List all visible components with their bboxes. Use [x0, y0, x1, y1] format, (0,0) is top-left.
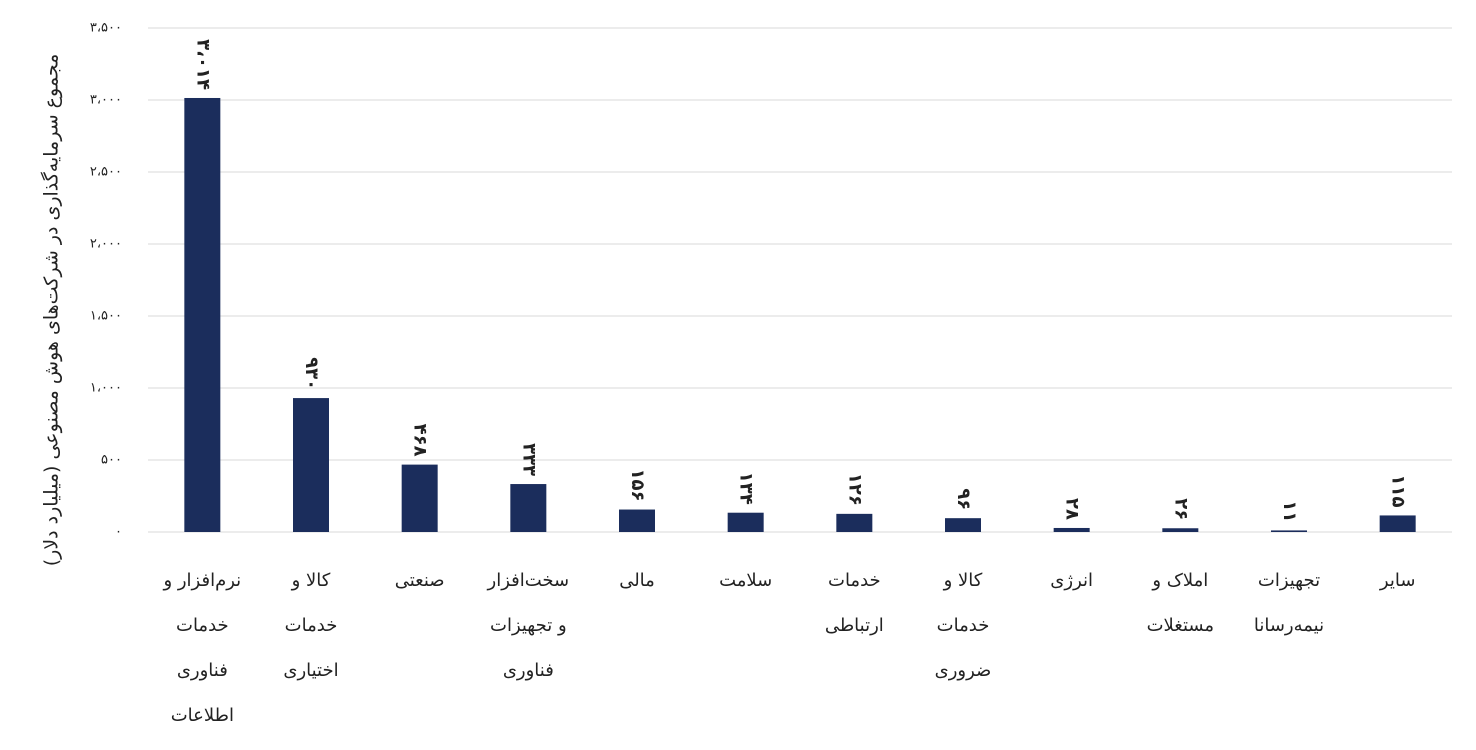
x-tick-label: سلامت — [719, 570, 773, 591]
x-tick-label: سخت‌افزار و تجهیزات فناوری — [487, 570, 570, 681]
y-axis-label: مجموع سرمایه‌گذاری در شرکت‌های هوش مصنوع… — [40, 54, 63, 567]
bar — [184, 97, 221, 532]
bar — [401, 464, 438, 532]
data-label: ۹۶ — [953, 488, 974, 510]
bar — [836, 513, 873, 532]
x-tick-label: صنعتی — [394, 570, 445, 591]
y-tick-label: ۰ — [115, 525, 122, 540]
data-label: ۱۱۵ — [1388, 474, 1409, 507]
x-tick-label: سایر — [1379, 570, 1416, 591]
x-tick-label: خدمات ارتباطی — [824, 570, 884, 636]
bar — [619, 509, 655, 532]
data-label: ۲۶ — [1170, 498, 1191, 520]
data-label: ۱۵۶ — [627, 469, 648, 502]
data-label: ۳۳۳ — [518, 443, 539, 476]
x-tick-label: کالا و خدمات اختیاری — [283, 570, 339, 681]
x-tick-label: نرم‌افزار و خدمات فناوری اطلاعات — [163, 570, 242, 726]
bar — [293, 398, 329, 532]
x-tick-label: تجهیزات نیمه‌رسانا — [1253, 570, 1325, 636]
bar — [510, 484, 547, 532]
x-tick-label: مالی — [619, 570, 655, 591]
y-tick-label: ۳،۵۰۰ — [90, 21, 122, 36]
data-label: ۱۳۴ — [736, 472, 757, 505]
y-tick-label: ۲،۵۰۰ — [90, 165, 122, 180]
data-label: ۹۳۰ — [301, 357, 322, 390]
data-label: ۱۲۶ — [844, 473, 865, 506]
bar — [727, 512, 764, 532]
data-label: ۳،۰۱۴ — [192, 39, 213, 90]
bar — [1379, 515, 1416, 532]
y-tick-label: ۱،۵۰۰ — [90, 309, 122, 324]
y-tick-label: ۵۰۰ — [101, 453, 122, 468]
x-tick-label: کالا و خدمات ضروری — [934, 570, 992, 681]
data-label: ۴۶۸ — [410, 424, 431, 457]
x-tick-label: انرژی — [1050, 570, 1094, 591]
y-tick-label: ۳،۰۰۰ — [90, 93, 122, 108]
y-tick-label: ۲،۰۰۰ — [90, 237, 122, 252]
bar — [1053, 527, 1090, 532]
bar — [1271, 530, 1307, 532]
bar — [1162, 528, 1199, 532]
bar — [945, 518, 981, 532]
y-tick-label: ۱،۰۰۰ — [90, 381, 122, 396]
x-tick-label: املاک و مستغلات — [1146, 570, 1215, 636]
data-label: ۲۸ — [1062, 498, 1083, 520]
data-label: ۱۱ — [1279, 500, 1300, 522]
